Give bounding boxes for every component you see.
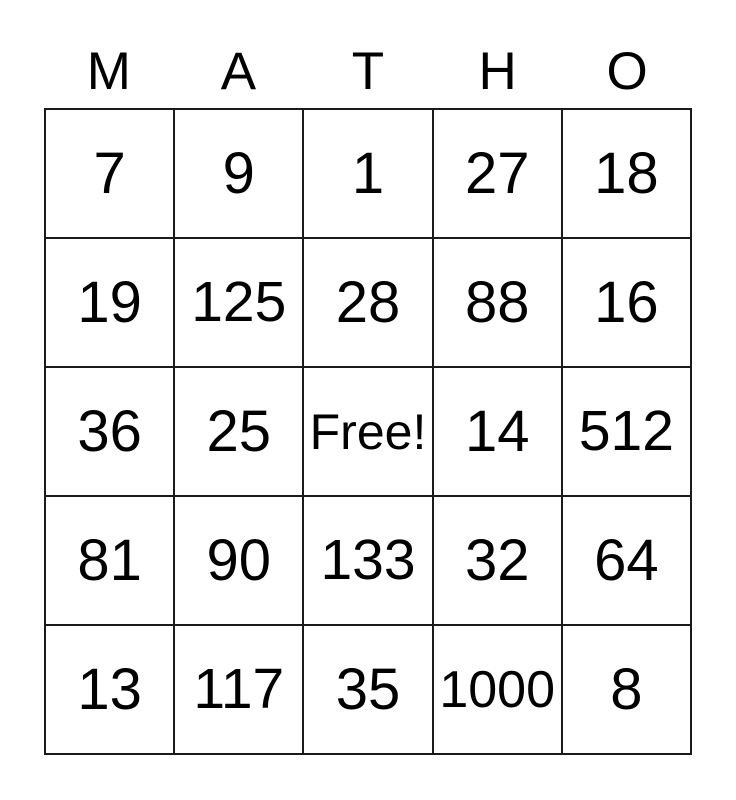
bingo-cell-value: 81 — [77, 527, 142, 593]
bingo-cell[interactable]: 8 — [562, 626, 692, 755]
header-letter-o: O — [606, 42, 648, 101]
bingo-cell-value: 36 — [77, 398, 142, 464]
bingo-cell[interactable]: 88 — [433, 239, 563, 368]
bingo-cell-value: 133 — [320, 528, 416, 592]
bingo-cell-free[interactable]: Free! — [304, 368, 434, 497]
bingo-cell[interactable]: 35 — [304, 626, 434, 755]
bingo-cell[interactable]: 9 — [175, 110, 305, 239]
bingo-cell-value: 27 — [464, 140, 530, 206]
bingo-cell[interactable]: 7 — [46, 110, 176, 239]
bingo-cell-value: 64 — [594, 527, 659, 593]
bingo-cell-value: 7 — [93, 140, 126, 206]
bingo-cell[interactable]: 16 — [562, 239, 692, 368]
bingo-cell[interactable]: 13 — [46, 626, 176, 755]
header-letter-a: A — [220, 42, 257, 101]
bingo-cell-value: 16 — [594, 269, 659, 335]
bingo-cell[interactable]: 117 — [175, 626, 305, 755]
bingo-cell-value: 125 — [191, 270, 287, 334]
bingo-cell-value: 512 — [578, 399, 674, 463]
bingo-cell[interactable]: 125 — [175, 239, 305, 368]
bingo-header-row: M A T H O — [44, 38, 692, 98]
bingo-cell[interactable]: 14 — [433, 368, 563, 497]
bingo-cell[interactable]: 64 — [562, 497, 692, 626]
bingo-cell-value: 32 — [464, 527, 530, 593]
bingo-cell[interactable]: 1000 — [433, 626, 563, 755]
bingo-cell[interactable]: 19 — [46, 239, 176, 368]
bingo-grid: 7 9 1 27 18 19 125 28 88 16 36 25 Free! … — [44, 108, 692, 755]
bingo-cell[interactable]: 32 — [433, 497, 563, 626]
bingo-cell-value: 1 — [351, 140, 385, 206]
bingo-cell-value: 13 — [77, 656, 142, 722]
bingo-cell[interactable]: 18 — [562, 110, 692, 239]
bingo-cell-value: 19 — [77, 269, 142, 335]
header-letter-t: T — [351, 42, 385, 101]
bingo-cell[interactable]: 28 — [304, 239, 434, 368]
bingo-cell[interactable]: 90 — [175, 497, 305, 626]
bingo-cell[interactable]: 1 — [304, 110, 434, 239]
bingo-cell-value: 117 — [193, 657, 285, 721]
bingo-cell-value: 9 — [222, 140, 255, 206]
bingo-cell[interactable]: 81 — [46, 497, 176, 626]
bingo-cell[interactable]: 512 — [562, 368, 692, 497]
header-letter-h: H — [478, 42, 517, 101]
bingo-free-label: Free! — [309, 403, 427, 460]
bingo-cell-value: 14 — [464, 398, 530, 464]
bingo-cell-value: 35 — [335, 656, 401, 722]
bingo-cell-value: 18 — [594, 140, 659, 206]
bingo-cell-value: 8 — [610, 656, 643, 722]
bingo-cell[interactable]: 27 — [433, 110, 563, 239]
bingo-cell-value: 25 — [206, 398, 272, 464]
bingo-cell-value: 1000 — [439, 660, 556, 719]
bingo-cell[interactable]: 133 — [304, 497, 434, 626]
header-letter-m: M — [86, 42, 131, 101]
bingo-cell-value: 28 — [335, 269, 401, 335]
bingo-cell[interactable]: 36 — [46, 368, 176, 497]
bingo-cell-value: 90 — [206, 527, 272, 593]
bingo-cell-value: 88 — [464, 269, 530, 335]
bingo-cell[interactable]: 25 — [175, 368, 305, 497]
